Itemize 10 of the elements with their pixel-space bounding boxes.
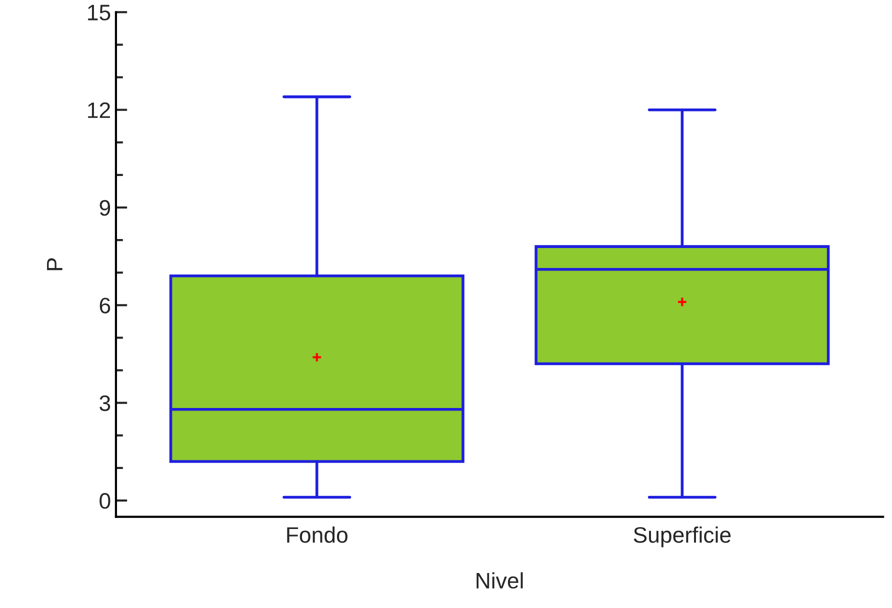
x-tick-label: Fondo (287, 526, 348, 543)
y-tick-label: 15 (88, 4, 110, 20)
y-tick-label: 6 (100, 298, 110, 314)
y-axis-title: P (47, 258, 62, 270)
y-tick-label: 9 (100, 200, 110, 216)
x-tick-label: Superficie (634, 526, 731, 548)
y-tick-label: 12 (88, 102, 110, 118)
x-axis-title: Nivel (476, 572, 523, 589)
y-tick-label: 3 (100, 395, 110, 412)
y-tick-label: 0 (100, 493, 110, 509)
